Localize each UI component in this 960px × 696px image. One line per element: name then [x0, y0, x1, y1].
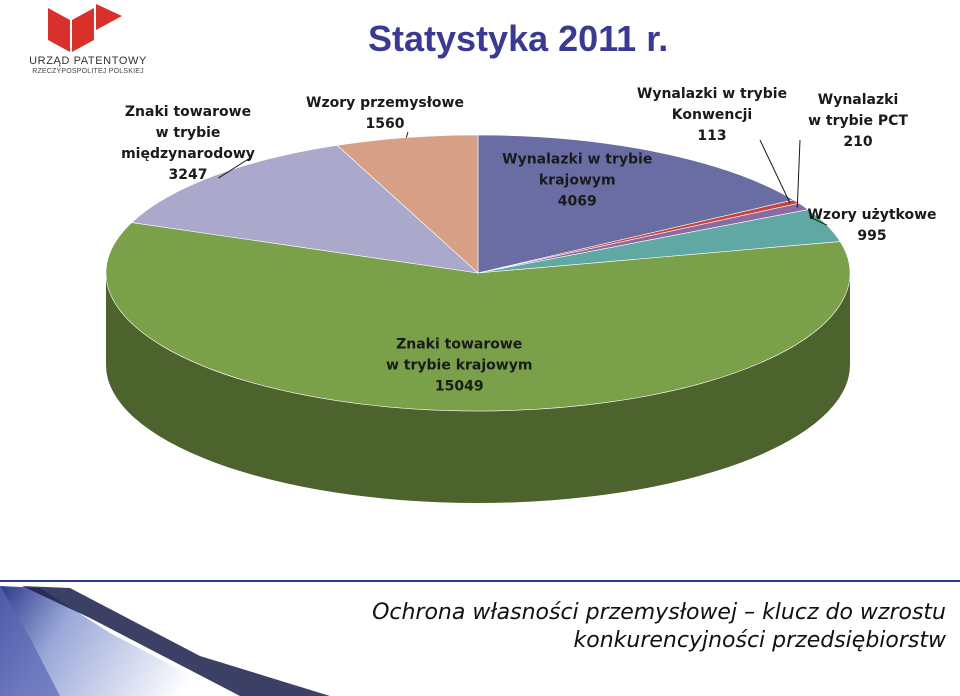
data-label-wynalazki-w-trybie-konwencji: Wynalazki w trybie Konwencji 113: [637, 86, 787, 144]
pie-side-znaki-towarowe-w-trybie-krajowym: [106, 273, 850, 503]
footer-slogan-line1: Ochrona własności przemysłowej – klucz d…: [372, 600, 946, 625]
leader-line-wzory-użytkowe: [811, 217, 828, 226]
data-label-text: Konwencji: [672, 107, 752, 123]
patent-office-emblem-icon: [48, 4, 122, 52]
data-label-value: 113: [697, 128, 726, 144]
data-label-value: 210: [843, 134, 872, 150]
pie-leaders: [218, 131, 828, 226]
pie-slice-znaki-towarowe-w-trybie-międzynarodowy: [131, 144, 479, 274]
leader-line-wzory-przemysłowe: [405, 131, 409, 138]
data-label-text: Wzory przemysłowe: [306, 95, 464, 111]
data-label-value: 995: [857, 228, 886, 244]
data-label-znaki-towarowe-w-trybie-krajowym: Znaki towarowe w trybie krajowym 15049: [386, 336, 532, 394]
data-label-wynalazki-w-trybie-krajowym: Wynalazki w trybie krajowym 4069: [502, 152, 652, 210]
pie-labels: Wynalazki w trybie krajowym 4069Wynalazki …: [121, 86, 936, 394]
footer: Ochrona własności przemysłowej – klucz d…: [0, 578, 960, 696]
data-label-value: 1560: [366, 116, 405, 132]
data-label-value: 15049: [435, 378, 484, 394]
data-label-wzory-użytkowe: Wzory użytkowe 995: [807, 207, 936, 244]
footer-band: [0, 580, 960, 696]
leader-line-wynalazki-w-trybie-pct: [796, 139, 801, 208]
data-label-text: krajowym: [539, 173, 616, 189]
pie-slice-znaki-towarowe-w-trybie-krajowym: [105, 222, 851, 412]
data-label-text: międzynarodowy: [121, 146, 255, 162]
pie-slice-wzory-przemysłowe: [336, 134, 479, 274]
pie-depth: [106, 273, 850, 503]
data-label-text: Znaki towarowe: [125, 104, 251, 120]
data-label-text: Wynalazki w trybie: [637, 86, 787, 102]
data-label-wynalazki-w-trybie-pct: Wynalazki w trybie PCT 210: [808, 92, 908, 150]
data-label-text: Wynalazki w trybie: [502, 152, 652, 168]
footer-slogan-line2: konkurencyjności przedsiębiorstw: [573, 628, 946, 653]
leader-line-znaki-towarowe-w-trybie-międzynarodowy: [218, 157, 251, 179]
data-label-text: w trybie PCT: [808, 113, 908, 129]
data-label-value: 3247: [169, 167, 208, 183]
data-label-text: Wynalazki: [818, 92, 899, 108]
page-title: Statystyka 2011 r.: [368, 18, 669, 59]
pie-slice-wynalazki-w-trybie-krajowym: [477, 134, 795, 274]
pie-top: [105, 134, 851, 412]
logo-text-line2: RZECZYPOSPOLITEJ POLSKIEJ: [32, 68, 144, 75]
data-label-text: Znaki towarowe: [396, 336, 522, 352]
patent-office-logo: URZĄD PATENTOWY RZECZYPOSPOLITEJ POLSKIE…: [14, 2, 154, 82]
data-label-text: Wzory użytkowe: [807, 207, 936, 223]
data-label-text: w trybie: [156, 125, 221, 141]
data-label-znaki-towarowe-w-trybie-międzynarodowy: Znaki towarowe w trybie międzynarodowy 3247: [121, 104, 255, 183]
data-label-value: 4069: [558, 194, 597, 210]
pie-chart: Wynalazki w trybie krajowym 4069Wynalazki …: [105, 86, 937, 503]
data-label-wzory-przemysłowe: Wzory przemysłowe 1560: [306, 95, 464, 132]
data-label-text: w trybie krajowym: [386, 357, 532, 373]
leader-line-wynalazki-w-trybie-konwencji: [759, 139, 791, 204]
logo-text-line1: URZĄD PATENTOWY: [29, 55, 147, 67]
